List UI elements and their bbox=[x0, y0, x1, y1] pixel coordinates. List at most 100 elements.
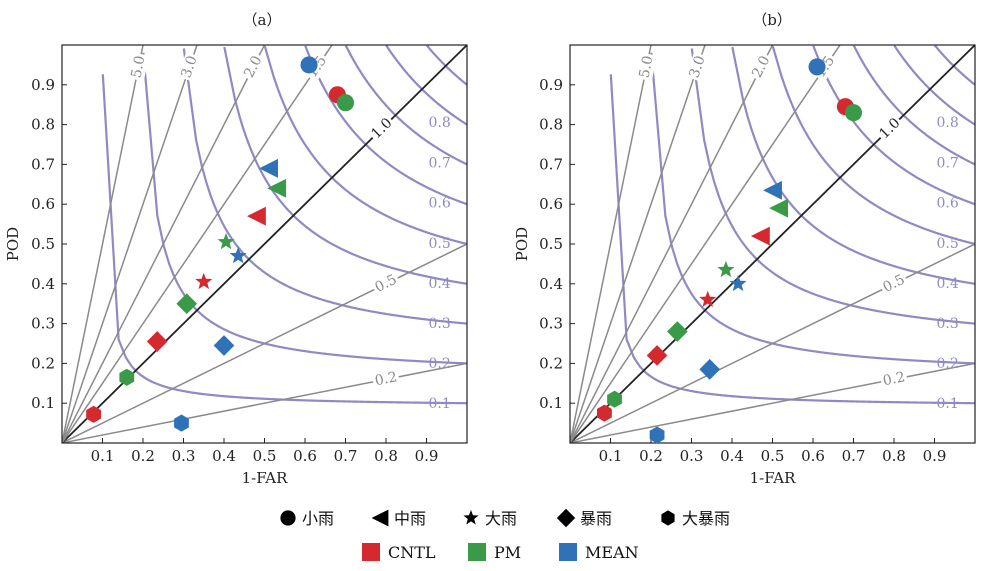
legend-swatch-pm bbox=[468, 543, 486, 561]
y-tick-label: 0.8 bbox=[31, 116, 55, 134]
bias-label-halo bbox=[875, 113, 905, 144]
legend-marker-star bbox=[463, 510, 479, 525]
csi-isoline bbox=[650, 52, 975, 365]
data-point-pm-triangle-left bbox=[267, 178, 287, 198]
bias-label: 5.0 bbox=[128, 54, 148, 79]
y-axis-label: POD bbox=[4, 227, 22, 261]
legend-label: 小雨 bbox=[302, 509, 334, 528]
x-tick-label: 0.9 bbox=[923, 447, 947, 465]
data-point-mean-star bbox=[729, 274, 747, 292]
bias-label: 0.2 bbox=[374, 369, 399, 389]
csi-isoline bbox=[344, 45, 467, 166]
legend-marker-diamond bbox=[556, 508, 576, 528]
csi-label: 0.8 bbox=[937, 115, 959, 131]
x-tick-label: 0.1 bbox=[599, 447, 623, 465]
bias-label-halo bbox=[879, 368, 909, 390]
bias-line bbox=[570, 45, 774, 443]
data-point-cntl-hexagon bbox=[86, 405, 101, 423]
csi-isoline bbox=[101, 74, 467, 405]
legend-label: 大雨 bbox=[485, 509, 517, 528]
plot-area: 0.10.20.30.40.50.60.70.80.20.51.01.52.03… bbox=[62, 45, 467, 443]
data-point-pm-star bbox=[217, 233, 235, 250]
bias-line bbox=[570, 45, 652, 443]
data-point-cntl-triangle-left bbox=[246, 206, 266, 226]
legend-label: MEAN bbox=[585, 543, 639, 562]
csi-isoline bbox=[223, 46, 467, 285]
bias-line bbox=[570, 45, 706, 443]
csi-isoline bbox=[690, 48, 975, 325]
data-point-cntl-star bbox=[699, 290, 717, 307]
data-point-pm-diamond bbox=[176, 293, 198, 315]
y-tick-label: 0.7 bbox=[539, 155, 563, 173]
legend-label: PM bbox=[494, 543, 521, 562]
legend-label: 大暴雨 bbox=[682, 509, 730, 528]
csi-label: 0.1 bbox=[937, 396, 959, 412]
bias-label: 5.0 bbox=[636, 54, 656, 79]
bias-label-halo bbox=[177, 52, 202, 82]
csi-isoline bbox=[771, 45, 975, 246]
csi-label: 0.6 bbox=[937, 196, 959, 212]
x-tick-label: 0.6 bbox=[293, 447, 317, 465]
chart-panel-a: 0.10.20.30.40.50.60.70.80.20.51.01.52.03… bbox=[4, 11, 468, 487]
csi-isoline bbox=[142, 52, 467, 365]
y-tick-label: 0.8 bbox=[539, 116, 563, 134]
csi-label: 0.4 bbox=[429, 276, 451, 292]
data-point-mean-hexagon bbox=[649, 426, 665, 444]
bias-line bbox=[570, 45, 841, 443]
x-axis-label: 1-FAR bbox=[242, 469, 289, 487]
csi-label: 0.4 bbox=[937, 276, 959, 292]
data-point-cntl-star bbox=[195, 272, 213, 290]
csi-isoline bbox=[609, 74, 975, 405]
bias-label-halo bbox=[878, 270, 910, 297]
data-point-pm-circle bbox=[336, 94, 355, 112]
data-point-pm-star bbox=[717, 260, 735, 278]
data-point-mean-diamond bbox=[699, 359, 721, 380]
csi-label: 0.2 bbox=[937, 356, 959, 372]
plot-area: 0.10.20.30.40.50.60.70.80.20.51.01.52.03… bbox=[570, 45, 975, 443]
csi-isoline bbox=[893, 45, 975, 126]
legend-marker-hexagon bbox=[661, 510, 675, 526]
data-point-pm-hexagon bbox=[607, 390, 622, 408]
y-tick-label: 0.9 bbox=[31, 76, 55, 94]
data-point-mean-diamond bbox=[213, 335, 235, 356]
x-axis-label: 1-FAR bbox=[750, 469, 797, 487]
legend-swatch-mean bbox=[559, 543, 577, 561]
data-point-pm-triangle-left bbox=[769, 198, 789, 218]
csi-label: 0.5 bbox=[429, 236, 451, 252]
data-point-mean-star bbox=[229, 246, 247, 264]
csi-label: 0.6 bbox=[429, 196, 451, 212]
x-tick-label: 0.7 bbox=[842, 447, 866, 465]
x-tick-label: 0.2 bbox=[131, 447, 155, 465]
csi-isoline bbox=[263, 45, 467, 246]
bias-label-halo bbox=[636, 52, 657, 82]
bias-label-halo bbox=[748, 51, 775, 83]
y-tick-label: 0.1 bbox=[31, 394, 55, 412]
x-tick-label: 0.5 bbox=[761, 447, 785, 465]
data-point-mean-triangle-left bbox=[763, 180, 782, 200]
x-tick-label: 0.4 bbox=[720, 447, 744, 465]
y-tick-label: 0.3 bbox=[31, 315, 55, 333]
csi-isoline bbox=[731, 46, 975, 285]
bias-label: 0.2 bbox=[882, 369, 907, 389]
bias-line bbox=[62, 45, 266, 443]
x-tick-label: 0.9 bbox=[415, 447, 439, 465]
bias-line bbox=[62, 45, 198, 443]
data-point-pm-diamond bbox=[666, 321, 688, 342]
bias-label: 3.0 bbox=[686, 54, 708, 80]
csi-label: 0.3 bbox=[937, 316, 959, 332]
x-tick-label: 0.6 bbox=[801, 447, 825, 465]
x-tick-label: 0.3 bbox=[172, 447, 196, 465]
bias-label-halo bbox=[370, 270, 402, 297]
y-tick-label: 0.5 bbox=[539, 235, 563, 253]
y-tick-label: 0.4 bbox=[31, 275, 55, 293]
csi-isoline bbox=[852, 45, 975, 166]
csi-isoline bbox=[933, 45, 975, 86]
chart-panel-b: 0.10.20.30.40.50.60.70.80.20.51.01.52.03… bbox=[513, 11, 976, 487]
data-points bbox=[86, 56, 355, 432]
data-point-mean-hexagon bbox=[174, 414, 189, 432]
panel-title: （b） bbox=[752, 11, 792, 29]
x-tick-label: 0.5 bbox=[253, 447, 277, 465]
bias-line bbox=[62, 362, 467, 443]
bias-label-halo bbox=[128, 52, 149, 82]
